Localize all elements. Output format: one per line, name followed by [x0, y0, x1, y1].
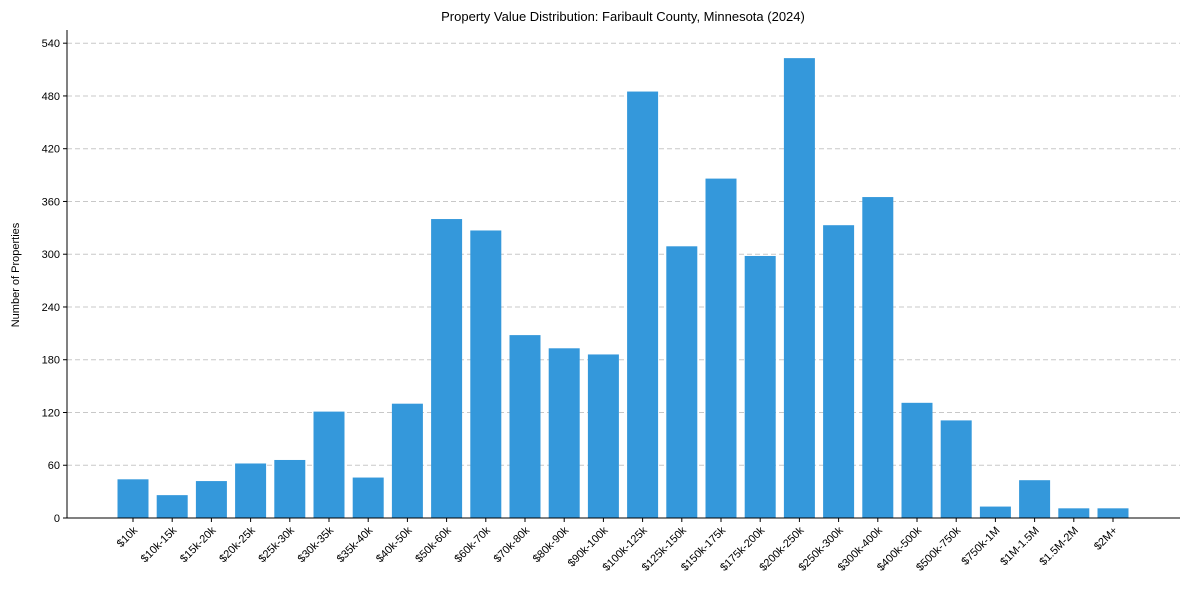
bar [470, 230, 502, 518]
bar [705, 178, 737, 518]
gridlines [67, 42, 1180, 466]
bar [1058, 508, 1090, 518]
bar [940, 420, 972, 518]
bar [627, 91, 659, 518]
x-tick-label: $20k-25k [217, 524, 258, 565]
bar [195, 481, 227, 518]
y-tick-label: 120 [42, 407, 60, 419]
y-tick-label: 0 [54, 513, 60, 525]
bar [783, 58, 815, 519]
bar [823, 225, 855, 518]
bar [1019, 480, 1051, 518]
y-tick-label: 360 [42, 196, 60, 208]
y-tick-label: 60 [48, 460, 60, 472]
x-tick-label: $70k-80k [492, 524, 533, 565]
y-tick-label: 480 [42, 91, 60, 103]
x-tick-label: $25k-30k [256, 524, 297, 565]
bar [509, 335, 541, 518]
bar [548, 348, 580, 518]
x-tick-label: $2M+ [1092, 525, 1120, 553]
bar [117, 479, 149, 518]
x-tick-label: $60k-70k [452, 524, 493, 565]
x-tick-label: $50k-60k [413, 524, 454, 565]
y-tick-label: 240 [42, 302, 60, 314]
x-ticks: $10k$10k-15k$15k-20k$20k-25k$25k-30k$30k… [115, 518, 1120, 574]
bar [274, 459, 306, 518]
bar [391, 403, 423, 518]
y-tick-label: 180 [42, 355, 60, 367]
chart-title: Property Value Distribution: Faribault C… [441, 9, 805, 24]
bar [666, 246, 698, 518]
x-tick-label: $15k-20k [178, 524, 219, 565]
bar [431, 219, 463, 518]
x-tick-label: $750k-1M [959, 525, 1002, 568]
x-tick-label: $40k-50k [374, 524, 415, 565]
y-tick-label: 540 [42, 38, 60, 50]
bar [156, 495, 188, 518]
x-tick-label: $10k [115, 524, 141, 550]
y-tick-label: 300 [42, 249, 60, 261]
bar [862, 197, 894, 519]
bars [117, 58, 1129, 519]
x-tick-label: $10k-15k [139, 524, 180, 565]
x-tick-label: $1M-1.5M [998, 525, 1042, 569]
axes [66, 30, 1180, 519]
x-tick-label: $1.5M-2M [1037, 525, 1081, 569]
bar [979, 506, 1011, 518]
x-tick-label: $80k-90k [531, 524, 572, 565]
y-tick-label: 420 [42, 144, 60, 156]
bar [235, 463, 267, 518]
bar [744, 255, 776, 518]
y-ticks: 0 60 120 180 240 300 360 420 480 540 [42, 38, 67, 525]
bar [901, 402, 933, 518]
bar [1097, 508, 1129, 518]
bar [313, 411, 345, 518]
y-axis-label: Number of Properties [10, 222, 22, 327]
x-tick-label: $30k-35k [296, 524, 337, 565]
x-tick-label: $35k-40k [335, 524, 376, 565]
bar [587, 354, 619, 518]
bar [352, 477, 384, 518]
